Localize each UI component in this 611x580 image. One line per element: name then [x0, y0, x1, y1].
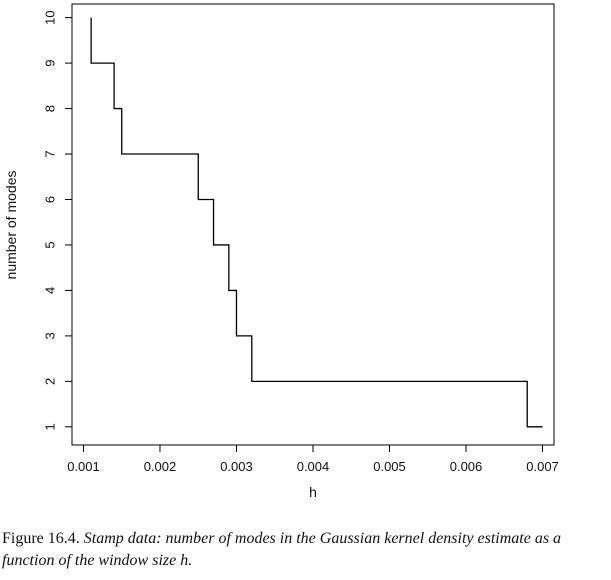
figure-caption: Figure 16.4. Stamp data: number of modes…: [2, 528, 609, 572]
x-axis: 0.001 0.002 0.003 0.004 0.005 0.006 0.007: [67, 444, 559, 474]
y-tick-label: 4: [43, 287, 58, 294]
chart: 0.001 0.002 0.003 0.004 0.005 0.006 0.007 1 2 3 4…: [3, 3, 559, 500]
x-tick-label: 0.002: [144, 459, 177, 474]
x-tick-label: 0.006: [450, 459, 483, 474]
x-tick-label: 0.004: [297, 459, 330, 474]
y-axis: 1 2 3 4 5 6 7 8 9 10: [43, 10, 73, 430]
y-tick-label: 1: [43, 423, 58, 430]
y-tick-label: 5: [43, 241, 58, 248]
plot-frame: [71, 3, 555, 446]
caption-text: Stamp data: number of modes in the Gauss…: [2, 530, 562, 569]
y-tick-label: 2: [43, 378, 58, 385]
y-tick-label: 9: [43, 59, 58, 66]
x-tick-label: 0.001: [67, 459, 100, 474]
y-axis-title: number of modes: [3, 171, 19, 280]
caption-lead: Figure 16.4.: [2, 530, 80, 547]
x-axis-title: h: [309, 484, 317, 500]
y-tick-label: 7: [43, 150, 58, 157]
step-line: [90, 17, 543, 428]
y-tick-label: 6: [43, 196, 58, 203]
y-tick-label: 10: [43, 10, 58, 24]
x-tick-label: 0.007: [526, 459, 559, 474]
y-tick-label: 8: [43, 105, 58, 112]
x-tick-label: 0.005: [373, 459, 406, 474]
y-tick-label: 3: [43, 332, 58, 339]
x-tick-label: 0.003: [220, 459, 253, 474]
